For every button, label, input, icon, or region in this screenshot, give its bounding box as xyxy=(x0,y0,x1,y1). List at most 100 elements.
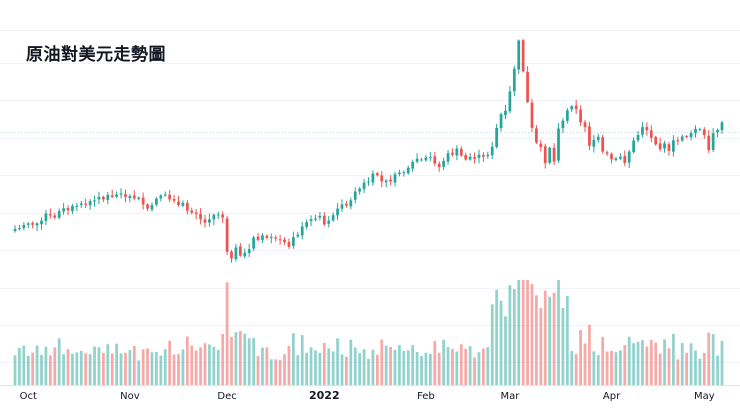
candle-body-129 xyxy=(583,122,587,128)
volume-bar-11 xyxy=(62,354,65,385)
candle-body-75 xyxy=(345,203,348,206)
volume-bar-99 xyxy=(451,349,454,385)
volume-bar-121 xyxy=(548,296,552,385)
candle-body-155 xyxy=(698,129,702,131)
volume-bar-28 xyxy=(137,360,141,385)
volume-bar-6 xyxy=(40,354,43,385)
candle-143 xyxy=(645,122,649,136)
candle-body-152 xyxy=(685,136,689,138)
candle-140 xyxy=(632,137,635,154)
volume-bar-89 xyxy=(406,350,410,385)
volume-bar-16 xyxy=(84,353,88,385)
candle-153 xyxy=(689,130,693,141)
candle-98 xyxy=(446,149,450,165)
x-tick-label-feb: Feb xyxy=(417,391,435,402)
candle-71 xyxy=(327,216,331,228)
candle-86 xyxy=(393,171,397,187)
candle-132 xyxy=(596,133,600,143)
candle-32 xyxy=(155,196,158,207)
candle-82 xyxy=(375,171,379,177)
volume-bar-129 xyxy=(583,343,587,385)
candle-0 xyxy=(13,225,17,233)
candle-body-158 xyxy=(711,133,715,150)
volume-bar-144 xyxy=(649,339,653,385)
candle-126 xyxy=(570,105,574,112)
candle-45 xyxy=(212,213,216,226)
candle-4 xyxy=(31,221,35,229)
candle-27 xyxy=(132,190,136,201)
volume-bar-1 xyxy=(18,347,21,385)
candle-body-55 xyxy=(256,236,260,240)
volume-bar-73 xyxy=(336,338,339,385)
candle-body-141 xyxy=(636,135,640,141)
candle-body-151 xyxy=(680,136,684,141)
candle-body-139 xyxy=(627,151,631,163)
volume-bar-27 xyxy=(132,346,136,385)
volume-bar-141 xyxy=(636,341,640,385)
candle-body-113 xyxy=(512,68,516,92)
candle-body-53 xyxy=(247,249,251,254)
candle-body-87 xyxy=(398,172,401,174)
volume-bar-124 xyxy=(561,308,565,385)
volume-bar-81 xyxy=(371,349,375,385)
candle-body-52 xyxy=(243,252,247,257)
candle-147 xyxy=(663,140,666,153)
candle-body-89 xyxy=(406,167,410,174)
candle-37 xyxy=(177,196,180,207)
volume-bar-26 xyxy=(128,350,132,385)
candle-body-122 xyxy=(552,147,556,162)
candle-body-114 xyxy=(517,40,521,70)
candle-body-147 xyxy=(663,143,666,149)
volume-bar-117 xyxy=(530,284,534,385)
volume-bar-38 xyxy=(181,349,185,385)
volume-bar-88 xyxy=(402,350,406,385)
candle-51 xyxy=(238,243,242,257)
candle-body-68 xyxy=(314,218,317,220)
candle-body-66 xyxy=(305,222,309,227)
volume-bar-130 xyxy=(588,324,591,385)
volume-bar-82 xyxy=(375,354,379,385)
candle-body-91 xyxy=(415,158,419,162)
volume-bar-139 xyxy=(627,336,631,385)
candle-body-57 xyxy=(265,235,269,238)
candle-159 xyxy=(716,128,719,138)
candle-body-101 xyxy=(459,148,463,156)
candle-5 xyxy=(35,222,39,231)
candle-body-33 xyxy=(159,195,163,199)
volume-bar-105 xyxy=(477,352,481,385)
candle-body-20 xyxy=(102,196,105,200)
volume-bar-25 xyxy=(124,352,127,385)
candle-55 xyxy=(256,232,260,242)
volume-bar-125 xyxy=(565,295,569,385)
volume-bar-155 xyxy=(698,358,702,385)
candle-118 xyxy=(535,125,538,145)
volume-bar-69 xyxy=(318,352,322,385)
volume-bar-74 xyxy=(340,354,344,385)
candle-145 xyxy=(654,135,658,146)
candle-body-128 xyxy=(579,109,582,123)
candle-body-153 xyxy=(689,133,693,138)
candle-116 xyxy=(526,66,529,104)
candle-84 xyxy=(384,179,388,188)
candle-body-26 xyxy=(128,195,132,198)
candle-156 xyxy=(702,127,706,139)
candle-body-84 xyxy=(384,180,388,183)
x-axis-ticks: Oct Nov Dec 2022 Feb Mar Apr May xyxy=(20,389,715,402)
candle-body-40 xyxy=(190,210,194,213)
volume-bar-64 xyxy=(296,355,300,385)
candle-body-12 xyxy=(66,208,70,211)
candle-10 xyxy=(57,208,61,220)
candle-60 xyxy=(278,234,282,245)
candle-body-104 xyxy=(473,156,476,159)
candle-11 xyxy=(62,202,65,215)
volume-bar-142 xyxy=(641,340,644,385)
volume-bar-147 xyxy=(663,339,666,385)
volume-bar-41 xyxy=(194,350,198,385)
candle-body-4 xyxy=(31,223,35,225)
volume-bar-85 xyxy=(389,346,392,385)
volume-bar-33 xyxy=(159,355,163,385)
volume-bar-72 xyxy=(331,351,335,385)
volume-bar-50 xyxy=(234,332,238,385)
candle-96 xyxy=(437,161,441,172)
candle-102 xyxy=(464,152,468,161)
